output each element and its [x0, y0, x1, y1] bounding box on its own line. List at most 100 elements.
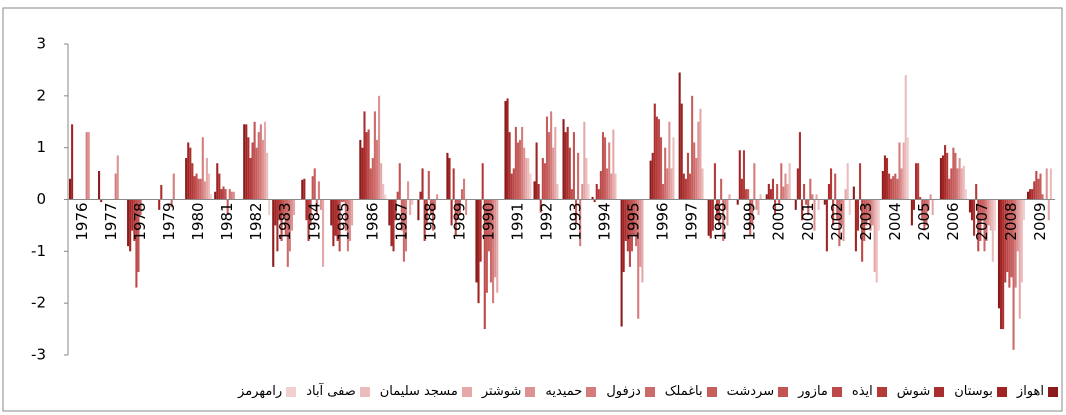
bar	[929, 194, 932, 200]
bar	[548, 132, 551, 200]
bar	[597, 189, 600, 200]
bar	[332, 199, 335, 247]
bar	[342, 199, 345, 203]
bar	[718, 199, 721, 226]
x-tick-label: 1979	[160, 202, 178, 240]
bar	[747, 189, 750, 200]
legend-label: باغملک	[664, 384, 703, 399]
x-tick-label: 1977	[102, 202, 120, 240]
bar	[257, 132, 260, 200]
bar	[1014, 199, 1017, 288]
bar	[554, 126, 557, 200]
bar	[633, 199, 636, 236]
bar	[774, 199, 777, 216]
x-tick-label: 2000	[770, 202, 788, 240]
bar	[744, 189, 748, 200]
bar	[742, 150, 745, 200]
legend-label: شوش	[896, 384, 931, 399]
x-tick-label: 1997	[683, 202, 701, 240]
bar	[402, 199, 405, 262]
bar	[579, 199, 582, 247]
bar	[305, 199, 308, 221]
bar	[545, 116, 549, 200]
bar	[71, 124, 74, 200]
legend-swatch	[831, 386, 842, 397]
bar	[968, 199, 971, 213]
bar	[230, 191, 233, 200]
bar	[651, 152, 654, 200]
x-tick-label: 1993	[567, 202, 585, 240]
bar	[313, 168, 316, 200]
bar	[852, 186, 855, 200]
bar	[728, 194, 731, 200]
bar	[755, 199, 758, 210]
bar	[158, 199, 161, 210]
bar	[724, 199, 727, 210]
bar	[680, 103, 683, 200]
bar	[160, 184, 163, 200]
bar	[759, 194, 762, 200]
y-tick-label: 1	[36, 138, 46, 156]
bar	[825, 199, 828, 252]
x-tick-label: 1984	[305, 202, 323, 240]
bar	[562, 119, 565, 200]
bar	[340, 199, 343, 203]
bar	[1029, 189, 1032, 200]
x-tick-label: 1995	[625, 202, 643, 240]
bar	[585, 158, 588, 200]
bar	[811, 194, 814, 200]
x-tick-label: 1994	[596, 202, 614, 240]
x-tick-label: 1976	[73, 202, 91, 240]
bar	[767, 183, 770, 200]
bar	[1008, 199, 1011, 288]
bar	[87, 132, 90, 200]
x-tick-label: 1996	[654, 202, 672, 240]
bar	[133, 199, 136, 241]
bar	[923, 199, 926, 231]
bar	[290, 199, 293, 231]
bar	[272, 199, 275, 267]
bar	[740, 178, 743, 200]
bar	[635, 199, 638, 247]
bar	[798, 132, 801, 200]
bar	[487, 199, 490, 252]
bar	[977, 199, 980, 252]
bar	[869, 199, 872, 231]
bar	[276, 199, 279, 252]
bar	[846, 163, 849, 200]
bar	[232, 191, 235, 200]
bar	[373, 111, 376, 200]
bar	[931, 199, 934, 216]
bar	[348, 199, 352, 241]
legend-item: صفی آباد	[306, 384, 370, 399]
legend-label: دزفول	[606, 384, 641, 399]
bar	[286, 199, 289, 267]
bar	[856, 199, 860, 231]
x-tick-label: 1987	[392, 202, 410, 240]
bar	[205, 158, 208, 200]
bar	[529, 173, 532, 200]
legend-item: حمیدیه	[545, 384, 597, 399]
legend-item: رامهرمز	[238, 384, 297, 399]
bar	[346, 199, 349, 252]
bar	[838, 199, 841, 247]
bar	[757, 199, 760, 216]
bar	[659, 137, 663, 200]
bar	[871, 199, 874, 226]
bar	[199, 178, 202, 200]
bar	[334, 199, 337, 236]
bar	[539, 199, 542, 213]
x-tick-label: 1990	[479, 202, 497, 240]
bar	[336, 199, 339, 241]
bar	[805, 199, 808, 205]
y-tick-label: 3	[36, 35, 46, 53]
bar	[253, 121, 256, 200]
bar	[1004, 199, 1007, 283]
y-tick-label: -2	[31, 294, 46, 312]
bar	[523, 147, 526, 200]
bar	[1016, 199, 1019, 252]
chart-frame	[2, 7, 1063, 412]
bar	[668, 121, 671, 200]
bar	[944, 145, 947, 200]
bar	[274, 199, 277, 226]
